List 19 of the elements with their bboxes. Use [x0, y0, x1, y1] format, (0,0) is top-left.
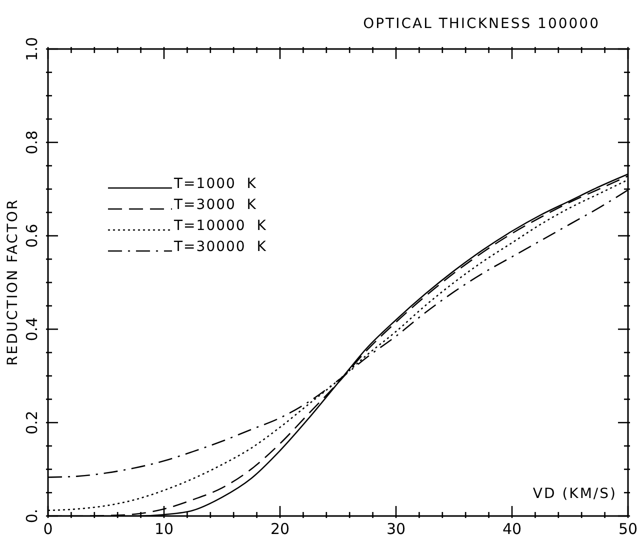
y-tick-label: 0.6 [23, 224, 41, 248]
legend-label: T=30000 K [174, 238, 267, 254]
chart-title: OPTICAL THICKNESS 100000 [363, 16, 600, 32]
y-tick-label: 0.2 [23, 410, 41, 435]
y-tick-label: 0.8 [23, 130, 41, 154]
x-tick-label: 0 [43, 520, 53, 538]
y-tick-label: 1.0 [23, 37, 41, 61]
x-tick-label: 40 [502, 520, 522, 538]
legend-label: T=1000 K [174, 176, 257, 192]
y-axis-title: REDUCTION FACTOR [5, 198, 21, 366]
y-tick-label: 0. [23, 508, 41, 524]
y-tick-label: 0.4 [23, 317, 41, 342]
x-tick-label: 50 [618, 520, 638, 538]
x-tick-label: 20 [270, 520, 290, 538]
x-tick-label: 10 [154, 520, 174, 538]
legend-label: T=10000 K [174, 218, 267, 234]
legend-label: T=3000 K [174, 196, 257, 212]
x-tick-label: 30 [386, 520, 406, 538]
x-axis-title: VD (KM/S) [532, 486, 617, 502]
